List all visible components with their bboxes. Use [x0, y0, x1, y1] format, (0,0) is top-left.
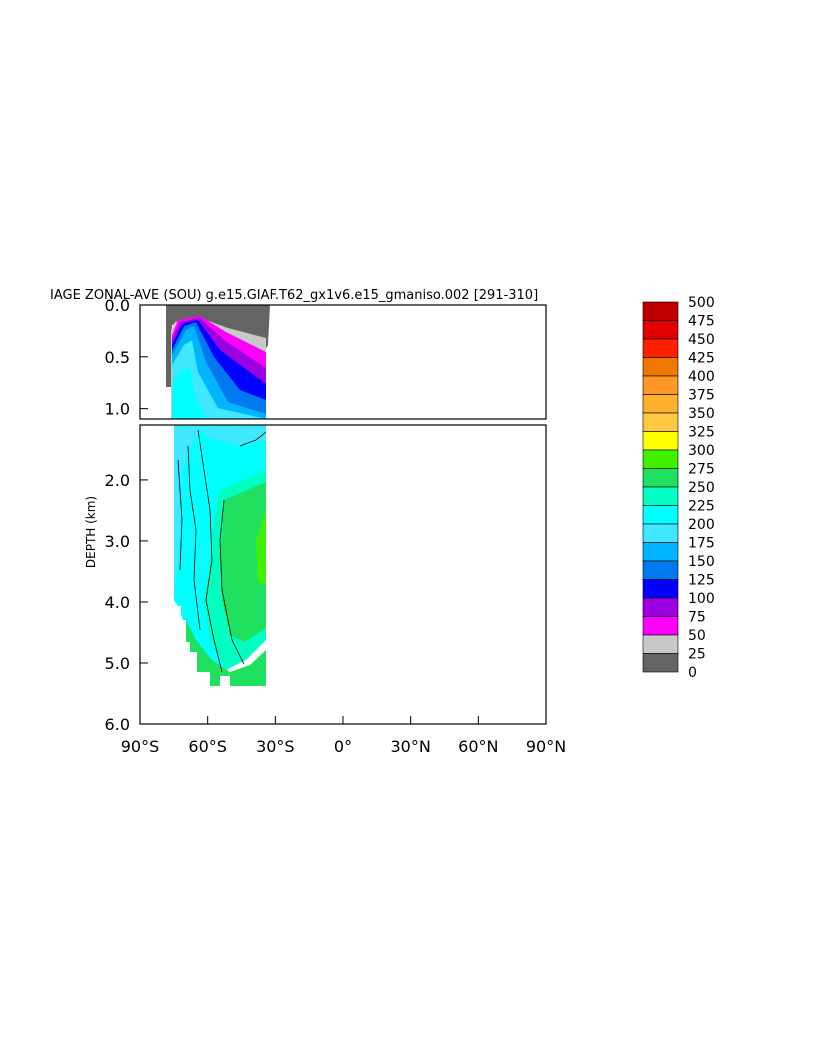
lower-contour-fill — [172, 425, 267, 686]
colorbar-swatch — [642, 449, 679, 469]
colorbar-label: 325 — [688, 425, 715, 441]
contour-line-3 — [219, 499, 245, 665]
colorbar-swatch — [642, 597, 679, 617]
colorbar-swatch — [642, 320, 679, 340]
colorbar-swatch — [642, 394, 679, 414]
colorbar-label: 75 — [688, 610, 706, 626]
upper-band-age-200 — [172, 368, 206, 419]
colorbar-swatch — [642, 523, 679, 543]
x-tick-label: 60°N — [458, 737, 498, 756]
colorbar-swatch — [642, 542, 679, 562]
upper-contour-fill — [166, 305, 270, 419]
colorbar-label: 150 — [688, 554, 715, 570]
colorbar-swatch — [642, 653, 679, 673]
colorbar-label: 200 — [688, 517, 715, 533]
colorbar-label: 25 — [688, 647, 706, 663]
colorbar-label: 350 — [688, 406, 715, 422]
contour-line-4 — [177, 459, 183, 571]
colorbar-label: 400 — [688, 369, 715, 385]
colorbar-swatch — [642, 486, 679, 506]
colorbar-label: 275 — [688, 462, 715, 478]
lower-band-age-275 — [220, 482, 266, 642]
colorbar-label: 50 — [688, 628, 706, 644]
y-tick-label: 3.0 — [105, 532, 130, 551]
lower-band-age-275-bottom — [182, 620, 266, 686]
contour-line-5 — [239, 431, 267, 447]
lower-band-age-300 — [256, 510, 266, 585]
y-tick-label: 1.0 — [105, 400, 130, 419]
lower-band-age-200 — [174, 425, 266, 600]
y-axis-label: DEPTH (km) — [84, 496, 98, 568]
colorbar-swatch — [642, 505, 679, 525]
colorbar-label: 250 — [688, 480, 715, 496]
y-tick-label: 5.0 — [105, 654, 130, 673]
colorbar-label: 375 — [688, 388, 715, 404]
lower-contour-lines — [177, 429, 267, 673]
y-tick-label: 2.0 — [105, 471, 130, 490]
colorbar-swatch — [642, 375, 679, 395]
lower-bottom-mask — [172, 606, 210, 686]
contour-line-2 — [187, 445, 201, 631]
y-tick-label: 0.5 — [105, 348, 130, 367]
colorbar-label: 225 — [688, 499, 715, 515]
colorbar-label: 300 — [688, 443, 715, 459]
upper-band-age-0 — [166, 305, 270, 387]
colorbar-label: 500 — [688, 295, 715, 311]
colorbar-label: 0 — [688, 665, 697, 681]
chart-title: IAGE ZONAL-AVE (SOU) g.e15.GIAF.T62_gx1v… — [50, 288, 538, 303]
colorbar-swatch — [642, 468, 679, 488]
colorbar-swatch — [642, 357, 679, 377]
colorbar-label: 175 — [688, 536, 715, 552]
axis-ticks: 90°S 60°S 30°S 0° 30°N 60°N 90°N 0.0 0.5 1.0 2.0 3.… — [105, 296, 567, 756]
lower-panel — [139, 424, 547, 725]
lower-bottom-mask-2 — [220, 676, 230, 686]
x-tick-label: 0° — [334, 737, 352, 756]
x-tick-label: 90°S — [121, 737, 160, 756]
upper-panel-frame — [139, 304, 547, 420]
colorbar-label: 425 — [688, 351, 715, 367]
colorbar-swatch — [642, 579, 679, 599]
colorbar-swatch — [642, 338, 679, 358]
x-tick-label: 60°S — [188, 737, 227, 756]
colorbar-swatch — [642, 616, 679, 636]
y-tick-label: 4.0 — [105, 593, 130, 612]
colorbar-label: 100 — [688, 591, 715, 607]
x-tick-label: 90°N — [526, 737, 566, 756]
x-tick-label: 30°N — [391, 737, 431, 756]
colorbar-label: 475 — [688, 314, 715, 330]
colorbar-swatch — [642, 412, 679, 432]
colorbar-swatch — [642, 431, 679, 451]
x-tick-label: 30°S — [256, 737, 295, 756]
contour-line-1 — [197, 429, 223, 673]
colorbar-swatch — [642, 301, 679, 321]
upper-panel — [139, 304, 547, 420]
y-tick-label: 0.0 — [105, 296, 130, 315]
colorbar-legend: 5004754504254003753503253002752502252001… — [642, 295, 715, 681]
colorbar-swatch — [642, 560, 679, 580]
colorbar-label: 125 — [688, 573, 715, 589]
y-tick-label: 6.0 — [105, 715, 130, 734]
colorbar-swatch — [642, 634, 679, 654]
colorbar-label: 450 — [688, 332, 715, 348]
